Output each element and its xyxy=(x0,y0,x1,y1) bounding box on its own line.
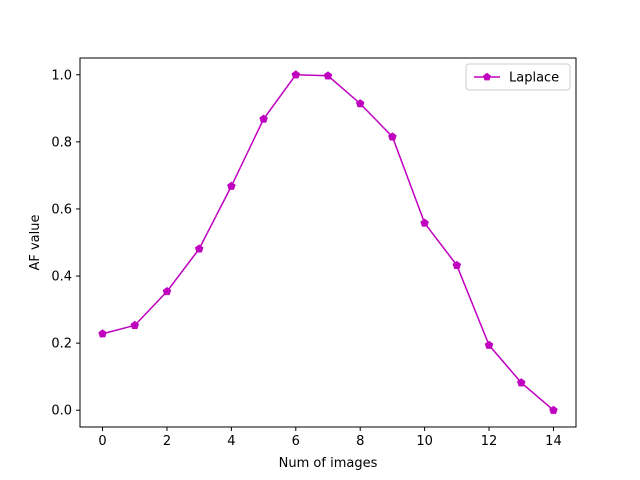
data-point xyxy=(484,340,494,349)
y-tick-label: 0.8 xyxy=(51,135,72,150)
data-point xyxy=(291,70,301,79)
data-point xyxy=(130,320,140,330)
series-line-laplace xyxy=(102,74,554,411)
y-tick-label: 0.4 xyxy=(51,270,72,285)
data-point xyxy=(388,132,397,141)
y-tick-label: 0.6 xyxy=(51,202,72,217)
y-tick-label: 0.2 xyxy=(51,337,72,352)
x-tick-label: 8 xyxy=(356,434,364,449)
data-point xyxy=(452,260,462,269)
legend-box xyxy=(465,63,571,91)
data-point xyxy=(355,99,365,108)
data-point xyxy=(516,378,526,387)
legend-label-laplace: Laplace xyxy=(509,71,559,86)
x-tick-label: 14 xyxy=(545,434,562,449)
data-point xyxy=(323,71,333,80)
plot-area xyxy=(79,57,577,428)
legend: Laplace xyxy=(465,63,571,91)
x-tick-label: 0 xyxy=(98,434,106,449)
data-point xyxy=(420,218,429,227)
y-axis-ticks: 0.0 0.2 0.4 0.6 0.8 1.0 xyxy=(51,68,80,419)
legend-marker-laplace xyxy=(483,72,491,81)
series-layer xyxy=(98,70,558,414)
x-tick-label: 6 xyxy=(292,434,300,449)
data-point xyxy=(162,286,172,296)
data-point xyxy=(227,181,236,190)
data-point xyxy=(549,405,558,414)
data-point xyxy=(98,329,107,338)
x-tick-label: 2 xyxy=(163,434,171,449)
y-axis-label: AF value xyxy=(28,214,43,270)
x-tick-label: 12 xyxy=(481,434,498,449)
y-tick-label: 1.0 xyxy=(51,68,72,83)
data-point xyxy=(259,114,268,123)
data-point xyxy=(194,244,204,253)
y-tick-label: 0.0 xyxy=(51,404,72,419)
x-axis-ticks: 0 2 4 6 8 10 12 14 xyxy=(98,427,562,449)
x-tick-label: 4 xyxy=(227,434,235,449)
x-tick-label: 10 xyxy=(416,434,433,449)
x-axis-label: Num of images xyxy=(279,456,378,471)
